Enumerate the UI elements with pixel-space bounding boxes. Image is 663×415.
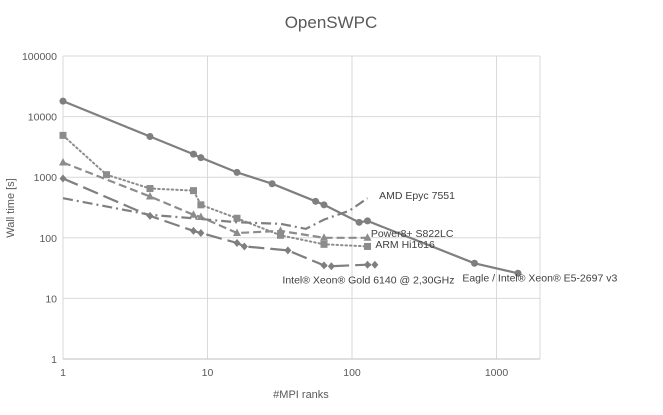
data-point <box>355 218 363 226</box>
data-point <box>146 185 154 193</box>
series-label: ARM Hi1616 <box>375 239 435 251</box>
axes: 1 10 100 1000 10000 100000 1 10 100 1000 <box>22 51 540 379</box>
data-point <box>189 187 197 195</box>
data-point <box>197 154 205 162</box>
series-labels: Eagle / Intel® Xeon® E5-2697 v3 ARM Hi161… <box>282 190 617 287</box>
x-axis-title: #MPI ranks <box>273 389 329 401</box>
y-tick-label: 1000 <box>34 172 58 184</box>
y-tick-label: 10000 <box>28 112 57 124</box>
y-tick-label: 100000 <box>22 51 57 63</box>
series-label: Eagle / Intel® Xeon® E5-2697 v3 <box>462 273 617 285</box>
series-1 <box>59 97 522 277</box>
data-point <box>276 226 285 234</box>
data-point <box>232 228 241 237</box>
data-point <box>146 132 154 140</box>
data-point <box>59 174 67 183</box>
x-tick-label: 1000 <box>485 367 509 379</box>
series-line <box>62 177 375 268</box>
x-tick-label: 100 <box>343 367 361 379</box>
series-layer <box>59 97 522 277</box>
series-label: Power8+ S822LC <box>371 228 454 240</box>
y-tick-label: 1 <box>51 354 57 366</box>
series-2 <box>59 131 371 250</box>
data-point <box>363 260 371 269</box>
x-tick-label: 10 <box>202 367 214 379</box>
data-point <box>59 157 67 166</box>
data-point <box>189 210 198 218</box>
data-point <box>327 262 335 271</box>
data-point <box>320 261 328 270</box>
data-point <box>363 217 371 225</box>
data-point <box>233 168 241 176</box>
y-tick-label: 100 <box>39 233 57 245</box>
series-3 <box>59 157 372 241</box>
series-line <box>62 197 369 231</box>
data-point <box>145 192 154 200</box>
data-point <box>320 201 328 209</box>
series-label: AMD Epyc 7551 <box>379 190 455 202</box>
series-line <box>62 161 368 239</box>
series-4 <box>59 174 379 271</box>
data-point <box>189 150 197 158</box>
y-axis-title: Wall time [s] <box>5 178 17 238</box>
data-point <box>197 229 205 238</box>
data-point <box>233 239 241 248</box>
grid <box>62 55 541 360</box>
data-point <box>268 180 276 188</box>
data-point <box>233 214 241 222</box>
series-5 <box>62 197 369 231</box>
data-point <box>276 231 284 239</box>
chart-title: OpenSWPC <box>285 13 378 32</box>
data-point <box>189 226 197 235</box>
x-tick-label: 1 <box>60 367 66 379</box>
data-point <box>312 197 320 205</box>
data-point <box>102 171 110 179</box>
data-point <box>59 97 67 105</box>
series-label: Intel® Xeon® Gold 6140 @ 2,30GHz <box>282 275 454 287</box>
series-line <box>62 134 369 248</box>
data-point <box>59 131 67 139</box>
data-point <box>284 246 292 255</box>
data-point <box>514 269 522 277</box>
data-point <box>240 242 248 251</box>
data-point <box>320 240 328 248</box>
series-line <box>62 100 519 275</box>
y-tick-label: 10 <box>45 293 57 305</box>
data-point <box>470 259 478 267</box>
data-point <box>371 260 379 269</box>
data-point <box>363 233 372 241</box>
data-point <box>197 201 205 209</box>
data-point <box>319 233 328 241</box>
data-point <box>363 242 371 250</box>
